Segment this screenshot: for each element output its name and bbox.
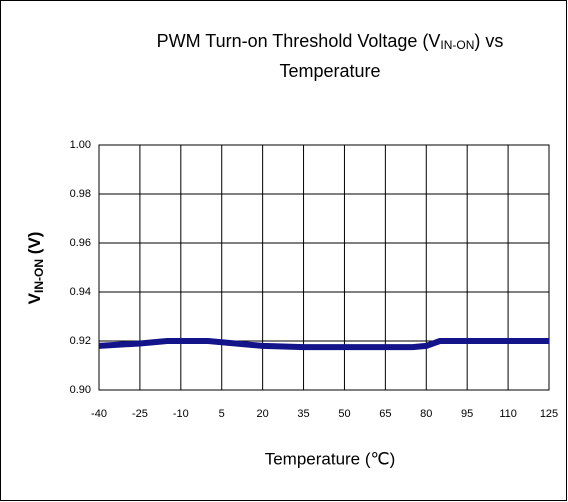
title-sub: IN-ON <box>440 38 474 52</box>
x-tick-label: 20 <box>257 408 269 420</box>
chart-title: PWM Turn-on Threshold Voltage (VIN-ON) v… <box>157 31 504 52</box>
data-line <box>98 338 549 351</box>
chart-title-line2: Temperature <box>279 61 380 81</box>
x-tick-label: 80 <box>420 408 432 420</box>
y-tick-label: 0.94 <box>70 286 91 298</box>
x-axis-title: Temperature (℃) <box>265 449 396 468</box>
y-tick-label: 0.90 <box>70 384 91 396</box>
x-tick-label: 95 <box>461 408 473 420</box>
y-tick-label: 0.96 <box>70 237 91 249</box>
x-tick-label: -10 <box>173 408 189 420</box>
x-tick-label: 125 <box>540 408 558 420</box>
y-tick-label: 0.98 <box>70 188 91 200</box>
y-tick-label: 0.92 <box>70 335 91 347</box>
x-tick-label: 35 <box>297 408 309 420</box>
y-title-part: V <box>25 292 44 304</box>
title-part: PWM Turn-on Threshold Voltage (V <box>157 31 441 51</box>
x-tick-label: 65 <box>379 408 391 420</box>
x-tick-label: -25 <box>132 408 148 420</box>
x-tick-label: -40 <box>91 408 107 420</box>
title-part: ) vs <box>474 31 503 51</box>
y-title-part: (V) <box>25 232 44 259</box>
y-tick-label: 1.00 <box>70 139 91 151</box>
x-tick-label: 110 <box>499 408 517 420</box>
y-title-sub: IN-ON <box>32 259 46 293</box>
plot-area <box>98 144 550 391</box>
y-axis-title: VIN-ON (V) <box>25 232 46 305</box>
x-tick-label: 5 <box>219 408 225 420</box>
x-tick-label: 50 <box>338 408 350 420</box>
